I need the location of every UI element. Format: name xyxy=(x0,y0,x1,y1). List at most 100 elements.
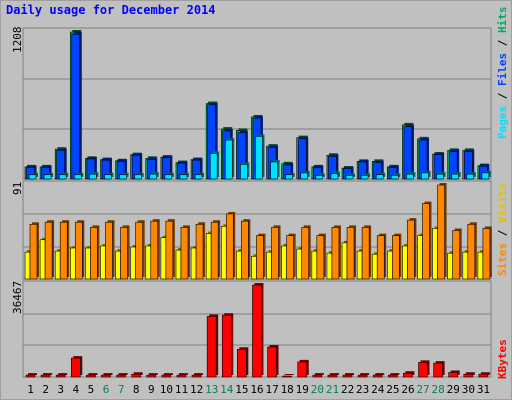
sites-bar-30 xyxy=(467,223,476,280)
visits-bar-21 xyxy=(326,252,333,280)
chart-title: Daily usage for December 2014 xyxy=(6,3,216,17)
kbytes-bar-26 xyxy=(403,372,413,378)
files-bar-30 xyxy=(466,173,475,180)
day-label-11: 11 xyxy=(175,383,188,396)
sites-bar-24 xyxy=(376,235,385,280)
sites-bar-29 xyxy=(452,230,461,280)
kbytes-bar-2 xyxy=(40,374,51,378)
legend-visits: Visits xyxy=(496,183,509,223)
day-label-28: 28 xyxy=(432,383,445,396)
visits-bar-17 xyxy=(266,251,272,280)
kbytes-legend: KBytes xyxy=(496,339,509,379)
kbytes-bar-30-shade xyxy=(465,372,475,375)
sites-bar-22 xyxy=(346,227,355,280)
kbytes-bar-28 xyxy=(433,362,443,378)
sites-bar-15 xyxy=(241,220,249,280)
day-label-22: 22 xyxy=(341,383,354,396)
files-bar-6 xyxy=(104,174,112,180)
kbytes-bar-24-shade xyxy=(375,373,385,375)
kbytes-bar-3-shade xyxy=(58,373,68,375)
day-label-9: 9 xyxy=(148,383,155,396)
sites-bar-7 xyxy=(120,227,128,280)
visits-bar-3 xyxy=(54,250,61,280)
day-label-24: 24 xyxy=(371,383,385,396)
files-bar-10 xyxy=(164,174,173,180)
visits-bar-11 xyxy=(175,249,182,280)
legend-files: Files xyxy=(496,52,509,86)
sites-bar-21 xyxy=(331,227,340,280)
kbytes-bar-31 xyxy=(478,373,489,378)
sites-bar-28 xyxy=(437,184,445,280)
legend-sep: / xyxy=(496,86,509,106)
files-bar-2 xyxy=(43,174,52,180)
kbytes-bar-12 xyxy=(191,374,202,378)
kbytes-bar-29 xyxy=(448,372,459,378)
files-bar-8 xyxy=(134,174,142,180)
files-bar-12 xyxy=(194,174,203,180)
kbytes-bar-9 xyxy=(146,374,157,378)
kbytes-ymax-label: 36467 xyxy=(11,280,24,314)
visits-bar-24 xyxy=(371,253,378,280)
day-label-12: 12 xyxy=(190,383,203,396)
kbytes-bar-31-shade xyxy=(480,372,490,375)
visits-bar-4 xyxy=(69,247,76,280)
sites-bar-27 xyxy=(422,203,430,280)
files-bar-19 xyxy=(300,172,309,180)
sites-bar-19 xyxy=(301,227,310,280)
day-label-15: 15 xyxy=(235,383,248,396)
files-bar-26 xyxy=(406,173,414,180)
day-label-14: 14 xyxy=(220,383,234,396)
kbytes-bar-5 xyxy=(86,374,96,378)
visits-bar-12 xyxy=(190,247,197,280)
visits-bar-6 xyxy=(100,245,106,280)
legend-kbytes: KBytes xyxy=(496,339,509,379)
kbytes-bar-25 xyxy=(388,374,398,378)
visits-bar-25 xyxy=(387,250,393,280)
sites-bar-13 xyxy=(210,221,219,280)
day-label-25: 25 xyxy=(386,383,399,396)
visits-bar-13 xyxy=(205,233,212,280)
visits-bar-29 xyxy=(447,252,454,280)
kbytes-bar-8-shade xyxy=(133,372,143,375)
kbytes-bar-9-shade xyxy=(148,373,158,375)
kbytes-bar-15 xyxy=(237,348,247,378)
files-bar-18 xyxy=(285,174,293,180)
kbytes-bar-18-shade xyxy=(284,374,294,375)
visits-bar-10 xyxy=(160,237,167,280)
visits-bar-5 xyxy=(85,247,91,280)
kbytes-bar-13 xyxy=(206,316,217,378)
kbytes-bar-2-shade xyxy=(43,373,53,375)
legend-sep: / xyxy=(496,223,509,243)
visits-bar-16 xyxy=(251,255,257,280)
files-bar-31 xyxy=(481,172,490,180)
sites-bar-20 xyxy=(316,235,325,280)
files-bar-23 xyxy=(360,175,369,180)
pages-bar-26 xyxy=(403,126,413,180)
kbytes-bar-1-shade xyxy=(28,373,37,375)
files-bar-16 xyxy=(255,136,263,180)
day-label-8: 8 xyxy=(133,383,140,396)
kbytes-bar-14 xyxy=(221,314,232,378)
day-label-2: 2 xyxy=(42,383,49,396)
pages-files-hits-legend: Pages / Files / Hits xyxy=(496,7,509,140)
files-bar-25 xyxy=(391,175,399,180)
kbytes-bar-22-shade xyxy=(345,373,355,375)
sites-bar-5 xyxy=(90,227,98,280)
visits-bar-14 xyxy=(220,226,227,280)
kbytes-bar-27 xyxy=(418,362,428,378)
files-bar-11 xyxy=(179,174,188,180)
visits-bar-7 xyxy=(115,250,121,280)
sites-bar-11 xyxy=(180,227,189,280)
sites-bar-25 xyxy=(392,235,400,280)
kbytes-bar-23 xyxy=(357,374,368,378)
kbytes-bar-7 xyxy=(116,374,126,378)
sites-bar-1 xyxy=(29,223,38,280)
sites-visits-legend: Sites / Visits xyxy=(496,183,509,276)
sites-bar-18 xyxy=(286,235,294,280)
kbytes-bar-10 xyxy=(161,374,172,378)
files-bar-28 xyxy=(436,173,444,180)
visits-bar-26 xyxy=(402,245,408,280)
kbytes-bar-25-shade xyxy=(390,373,400,375)
kbytes-bar-16 xyxy=(252,284,262,378)
